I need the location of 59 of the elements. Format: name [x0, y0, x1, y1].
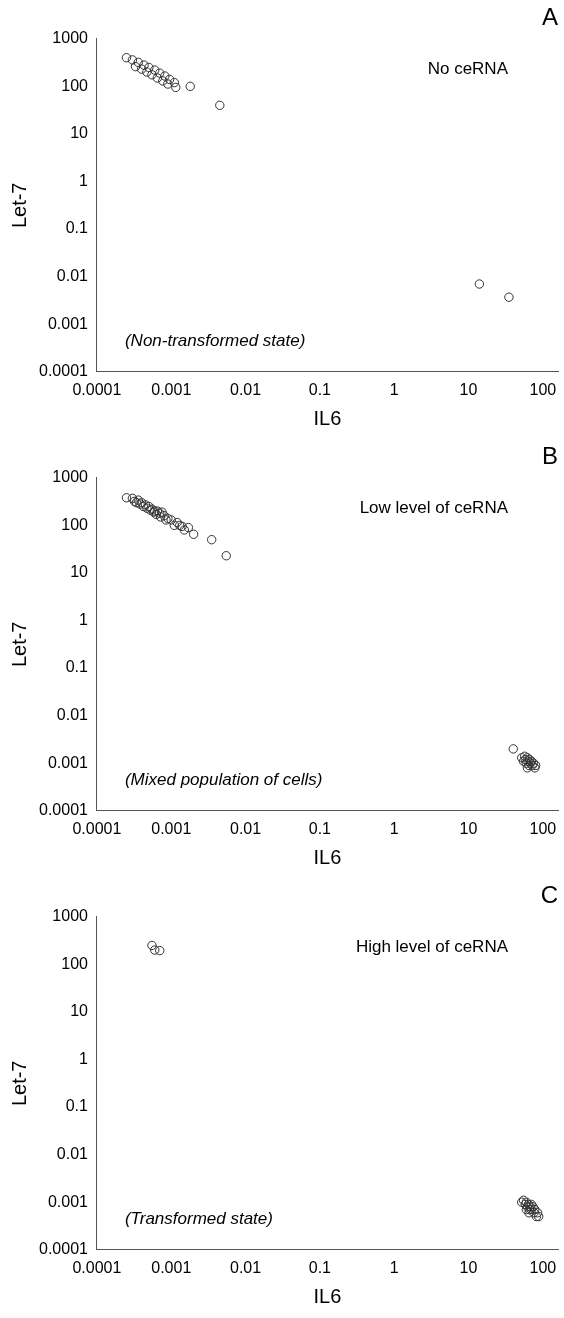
y-tick-label: 0.0001: [39, 801, 89, 819]
annotation: No ceRNA: [427, 58, 509, 78]
annotation: (Mixed population of cells): [124, 770, 323, 790]
y-tick-label: 1: [79, 171, 89, 189]
y-tick-label: 100: [61, 954, 89, 972]
x-tick-label: 0.01: [230, 819, 262, 837]
x-tick-label: 0.001: [151, 1258, 192, 1276]
x-tick-label: 0.1: [308, 1258, 332, 1276]
x-tick-label: 100: [529, 819, 557, 837]
y-tick-label: 0.0001: [39, 1240, 89, 1258]
y-tick-label: 0.01: [56, 1145, 89, 1163]
y-tick-label: 0.01: [56, 267, 89, 285]
x-tick-label: 10: [459, 819, 478, 837]
y-tick-label: 0.001: [47, 753, 89, 771]
x-axis-title: IL6: [313, 1284, 342, 1307]
y-tick-label: 0.001: [47, 1192, 89, 1210]
x-tick-label: 0.001: [151, 380, 192, 398]
y-tick-label: 100: [61, 76, 89, 94]
chart-title: A: [541, 3, 558, 31]
x-tick-label: 0.1: [308, 380, 332, 398]
y-tick-label: 100: [61, 515, 89, 533]
x-tick-label: 100: [529, 380, 557, 398]
point: [532, 1208, 543, 1218]
annotation: (Non-transformed state): [124, 331, 306, 351]
annotation: (Transformed state): [124, 1209, 273, 1229]
y-axis-title: Let-7: [7, 1060, 30, 1107]
x-tick-label: 0.001: [151, 819, 192, 837]
y-tick-label: 0.1: [65, 658, 89, 676]
x-tick-label: 0.01: [230, 1258, 262, 1276]
y-tick-label: 1000: [52, 907, 89, 925]
chart-title: C: [540, 881, 558, 909]
x-tick-label: 1: [389, 819, 399, 837]
x-tick-label: 1: [389, 1258, 399, 1276]
x-tick-label: 100: [529, 1258, 557, 1276]
y-tick-label: 0.1: [65, 1097, 89, 1115]
y-tick-label: 10: [70, 563, 89, 581]
x-axis-title: IL6: [313, 406, 342, 429]
x-axis-title: IL6: [313, 845, 342, 868]
y-tick-label: 1: [79, 1049, 89, 1067]
y-tick-label: 1: [79, 610, 89, 628]
y-tick-label: 1000: [52, 468, 89, 486]
y-tick-label: 10: [70, 1002, 89, 1020]
x-tick-label: 10: [459, 1258, 478, 1276]
annotation: High level of ceRNA: [355, 936, 509, 956]
x-tick-label: 0.01: [230, 380, 262, 398]
y-tick-label: 0.001: [47, 314, 89, 332]
y-tick-label: 0.1: [65, 219, 89, 237]
y-tick-label: 0.0001: [39, 362, 89, 380]
y-tick-label: 1000: [52, 29, 89, 47]
y-axis-title: Let-7: [7, 621, 30, 668]
chart-title: B: [541, 442, 558, 470]
y-tick-label: 0.01: [56, 706, 89, 724]
x-tick-label: 1: [389, 380, 399, 398]
point: [529, 1208, 539, 1218]
x-tick-label: 0.1: [308, 819, 332, 837]
annotation: Low level of ceRNA: [359, 497, 509, 517]
x-tick-label: 10: [459, 380, 478, 398]
y-axis-title: Let-7: [7, 182, 30, 229]
y-tick-label: 10: [70, 124, 89, 142]
